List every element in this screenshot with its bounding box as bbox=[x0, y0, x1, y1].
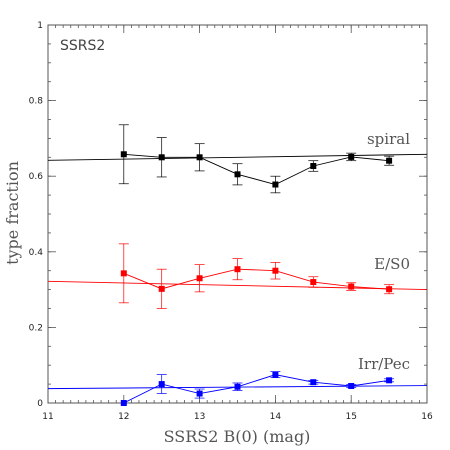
x-axis-title: SSRS2 B(0) (mag) bbox=[164, 427, 311, 446]
data-point bbox=[310, 162, 317, 169]
series-label-es0: E/S0 bbox=[374, 255, 410, 273]
series-line bbox=[123, 153, 390, 185]
data-point bbox=[272, 267, 279, 274]
x-tick-label: 16 bbox=[421, 412, 433, 422]
data-point bbox=[234, 383, 241, 390]
data-point bbox=[348, 153, 355, 160]
series-label-spiral: spiral bbox=[367, 130, 410, 148]
series-group bbox=[118, 243, 395, 309]
data-point bbox=[196, 390, 203, 397]
data-point bbox=[386, 157, 393, 164]
x-tick-label: 11 bbox=[42, 412, 53, 422]
data-point bbox=[310, 379, 317, 386]
series-label-irrpec: Irr/Pec bbox=[358, 355, 410, 373]
y-tick-label: 0.2 bbox=[29, 323, 43, 333]
data-point bbox=[158, 381, 165, 388]
data-point bbox=[348, 283, 355, 290]
x-tick-label: 12 bbox=[118, 412, 129, 422]
fit-line bbox=[47, 280, 428, 291]
data-point bbox=[272, 181, 279, 188]
data-point bbox=[120, 400, 127, 406]
data-point bbox=[234, 171, 241, 178]
x-tick-label: 13 bbox=[194, 412, 205, 422]
data-point bbox=[272, 371, 279, 378]
panel-label: SSRS2 bbox=[60, 38, 105, 54]
data-point bbox=[234, 266, 241, 273]
data-point bbox=[310, 279, 317, 286]
fit-line bbox=[47, 153, 428, 161]
series-group bbox=[120, 371, 395, 406]
data-series bbox=[118, 124, 395, 406]
y-tick-label: 0.4 bbox=[29, 248, 44, 258]
plot-border bbox=[47, 24, 428, 404]
y-tick-label: 0.8 bbox=[29, 97, 44, 107]
x-tick-label: 14 bbox=[270, 412, 282, 422]
data-point bbox=[158, 154, 165, 161]
data-point bbox=[158, 285, 165, 292]
series-line bbox=[123, 268, 390, 290]
data-point bbox=[386, 286, 393, 293]
data-point bbox=[386, 377, 393, 384]
y-tick-label: 1 bbox=[37, 21, 43, 31]
series-group bbox=[118, 124, 395, 194]
axis-ticks: 11 12 13 14 15 16 0 0.2 0.4 0.6 0.8 1 bbox=[29, 21, 433, 422]
plot-frame bbox=[47, 24, 428, 404]
data-point bbox=[196, 154, 203, 161]
data-point bbox=[120, 151, 127, 158]
data-point bbox=[348, 382, 355, 389]
data-point bbox=[196, 275, 203, 282]
y-tick-label: 0.6 bbox=[29, 172, 44, 182]
x-tick-label: 15 bbox=[345, 412, 356, 422]
y-tick-label: 0 bbox=[37, 399, 43, 409]
series-line bbox=[123, 374, 390, 404]
y-axis-title: type fraction bbox=[3, 161, 22, 265]
data-point bbox=[120, 270, 127, 277]
